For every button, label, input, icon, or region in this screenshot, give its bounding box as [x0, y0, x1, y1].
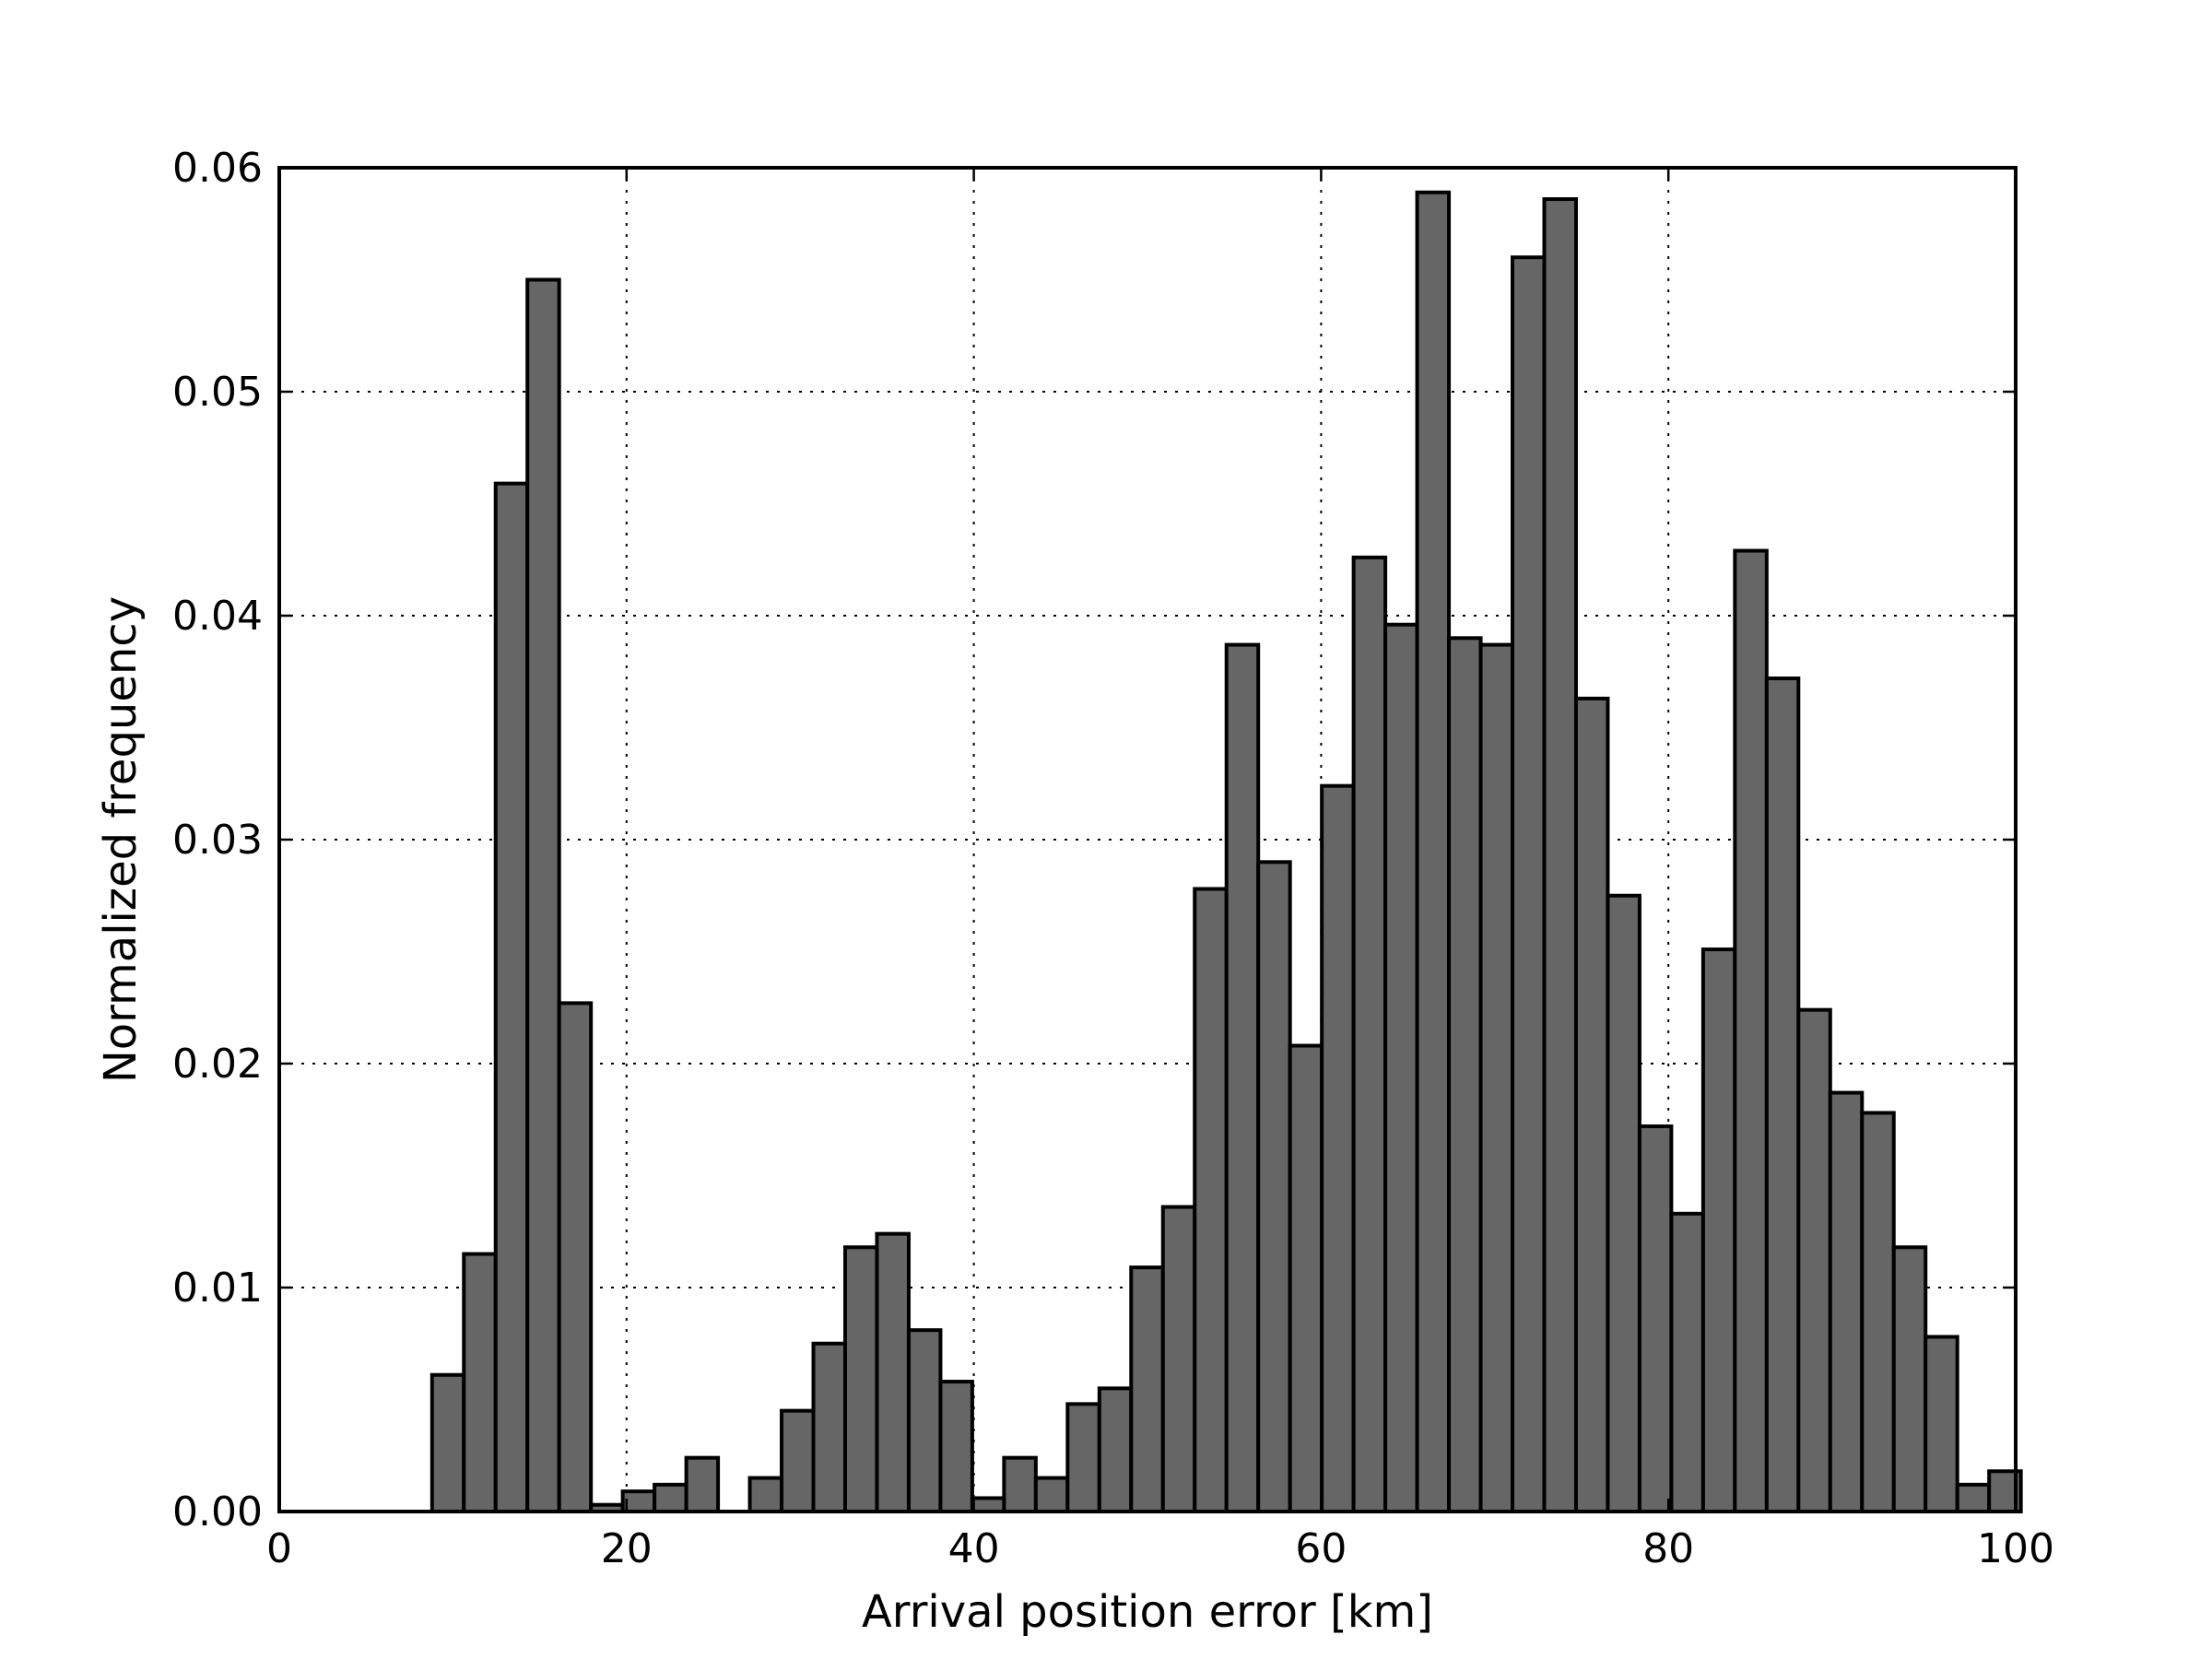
- y-tick-labels: 0.00 0.01 0.02 0.03 0.04 0.05 0.06: [172, 145, 263, 1535]
- bar-3: [525, 277, 561, 1513]
- bar-24: [1193, 887, 1229, 1513]
- bar-20: [1065, 1402, 1101, 1513]
- bar-27: [1288, 1043, 1324, 1514]
- bar-46: [1891, 1245, 1928, 1513]
- bar-33: [1478, 642, 1515, 1513]
- bar-19: [1033, 1476, 1070, 1514]
- bar-7: [653, 1482, 688, 1513]
- bar-12: [811, 1341, 847, 1513]
- bar-4: [557, 1001, 594, 1513]
- x-tick-label-2: 40: [948, 1525, 1000, 1572]
- bar-2: [493, 481, 530, 1513]
- bar-41: [1733, 548, 1769, 1513]
- bar-31: [1415, 190, 1452, 1514]
- bar-44: [1828, 1090, 1865, 1513]
- bar-43: [1796, 1007, 1832, 1514]
- y-tick-label-1: 0.01: [172, 1265, 263, 1312]
- bar-28: [1320, 783, 1356, 1513]
- x-tick-label-0: 0: [266, 1525, 292, 1572]
- bar-17: [970, 1496, 1006, 1514]
- bar-15: [906, 1328, 943, 1514]
- bar-39: [1669, 1211, 1705, 1514]
- bar-13: [842, 1245, 879, 1513]
- bar-37: [1606, 893, 1641, 1513]
- x-axis-label: Arrival position error [km]: [862, 1586, 1433, 1638]
- y-tick-label-3: 0.03: [172, 817, 263, 864]
- bar-23: [1160, 1205, 1197, 1514]
- histogram-bars: [429, 190, 2023, 1514]
- x-tick-labels: 0 20 40 60 80 100: [266, 1525, 2054, 1572]
- bar-36: [1573, 696, 1610, 1513]
- bar-34: [1511, 255, 1547, 1514]
- bar-16: [938, 1380, 974, 1514]
- bar-11: [780, 1408, 816, 1514]
- x-tick-label-4: 80: [1642, 1525, 1694, 1572]
- bar-47: [1924, 1335, 1959, 1513]
- y-tick-label-6: 0.06: [172, 145, 263, 192]
- axis-ticks: [277, 166, 2018, 1513]
- bar-26: [1256, 860, 1292, 1513]
- bar-22: [1129, 1265, 1165, 1513]
- y-axis-label: Normalized frequency: [95, 596, 147, 1083]
- bar-29: [1351, 555, 1388, 1514]
- bar-35: [1542, 197, 1578, 1513]
- x-tick-label-5: 100: [1977, 1525, 2054, 1572]
- bar-0: [429, 1372, 466, 1514]
- bar-48: [1955, 1482, 1992, 1513]
- x-tick-label-1: 20: [601, 1525, 653, 1572]
- bar-21: [1097, 1386, 1134, 1513]
- x-tick-label-3: 60: [1295, 1525, 1347, 1572]
- y-tick-label-4: 0.04: [172, 593, 263, 640]
- bar-42: [1764, 677, 1801, 1513]
- bar-8: [684, 1455, 721, 1514]
- bar-30: [1383, 622, 1419, 1513]
- bar-14: [875, 1231, 911, 1514]
- bar-1: [462, 1252, 498, 1514]
- bar-32: [1447, 636, 1483, 1513]
- y-tick-label-5: 0.05: [172, 369, 263, 416]
- bar-18: [1002, 1455, 1038, 1514]
- bar-38: [1637, 1124, 1674, 1514]
- bar-10: [747, 1476, 784, 1514]
- y-tick-label-0: 0.00: [172, 1488, 263, 1535]
- bar-40: [1700, 947, 1737, 1513]
- bar-25: [1224, 642, 1261, 1513]
- y-tick-label-2: 0.02: [172, 1041, 263, 1088]
- bar-45: [1860, 1111, 1896, 1513]
